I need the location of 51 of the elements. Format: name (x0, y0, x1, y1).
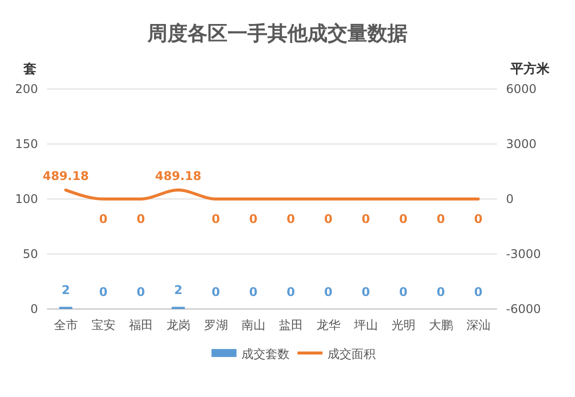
data-label: 0 (362, 285, 370, 299)
data-label: 0 (249, 212, 258, 226)
x-tick-label: 光明 (391, 318, 416, 332)
chart-title: 周度各区一手其他成交量数据 (146, 21, 408, 45)
y-tick-label: 150 (15, 137, 38, 151)
legend-label: 成交套数 (242, 347, 290, 361)
x-tick-label: 龙岗 (166, 318, 190, 332)
x-tick-label: 龙华 (316, 318, 340, 332)
y-tick-label: 0 (30, 302, 38, 316)
data-label: 0 (436, 212, 445, 226)
data-label: 0 (474, 212, 482, 226)
x-tick-label: 福田 (128, 318, 153, 332)
data-label: 0 (212, 285, 220, 299)
x-tick-label: 罗湖 (204, 318, 228, 332)
x-tick-label: 宝安 (91, 318, 116, 332)
data-label: 0 (136, 212, 145, 226)
data-label: 0 (436, 285, 445, 299)
y2-tick-label: 6000 (506, 82, 537, 96)
x-tick-label: 南山 (241, 318, 266, 332)
y2-tick-label: 3000 (506, 137, 537, 151)
data-label: 2 (174, 282, 182, 297)
x-tick-label: 坪山 (352, 318, 378, 332)
x-tick-label: 大鹏 (428, 318, 453, 332)
data-label: 489.18 (155, 169, 202, 184)
y2-axis-title: 平方米 (510, 61, 550, 77)
y-tick-label: 200 (15, 82, 38, 96)
x-tick-label: 全市 (54, 318, 78, 332)
data-label: 0 (399, 212, 408, 226)
data-label: 0 (324, 212, 332, 226)
data-label: 2 (62, 282, 70, 297)
data-label: 0 (399, 285, 408, 299)
x-tick-label: 深汕 (466, 318, 490, 332)
data-label: 0 (249, 285, 258, 299)
data-label: 0 (136, 285, 145, 299)
data-label: 0 (286, 285, 295, 299)
data-label: 0 (474, 285, 482, 299)
y2-tick-label: -6000 (506, 302, 541, 316)
x-tick-label: 盐田 (278, 318, 303, 332)
data-label: 489.18 (42, 169, 89, 184)
data-label: 0 (362, 212, 370, 226)
y-tick-label: 50 (22, 247, 38, 261)
data-label: 0 (99, 212, 108, 226)
data-label: 0 (286, 212, 295, 226)
legend-label: 成交面积 (328, 347, 376, 361)
data-label: 0 (212, 212, 220, 226)
y2-tick-label: -3000 (506, 247, 541, 261)
data-label: 0 (324, 285, 332, 299)
y2-tick-label: 0 (506, 192, 514, 206)
y-tick-label: 100 (15, 192, 38, 206)
data-label: 0 (99, 285, 108, 299)
y-axis-title: 套 (22, 62, 36, 77)
